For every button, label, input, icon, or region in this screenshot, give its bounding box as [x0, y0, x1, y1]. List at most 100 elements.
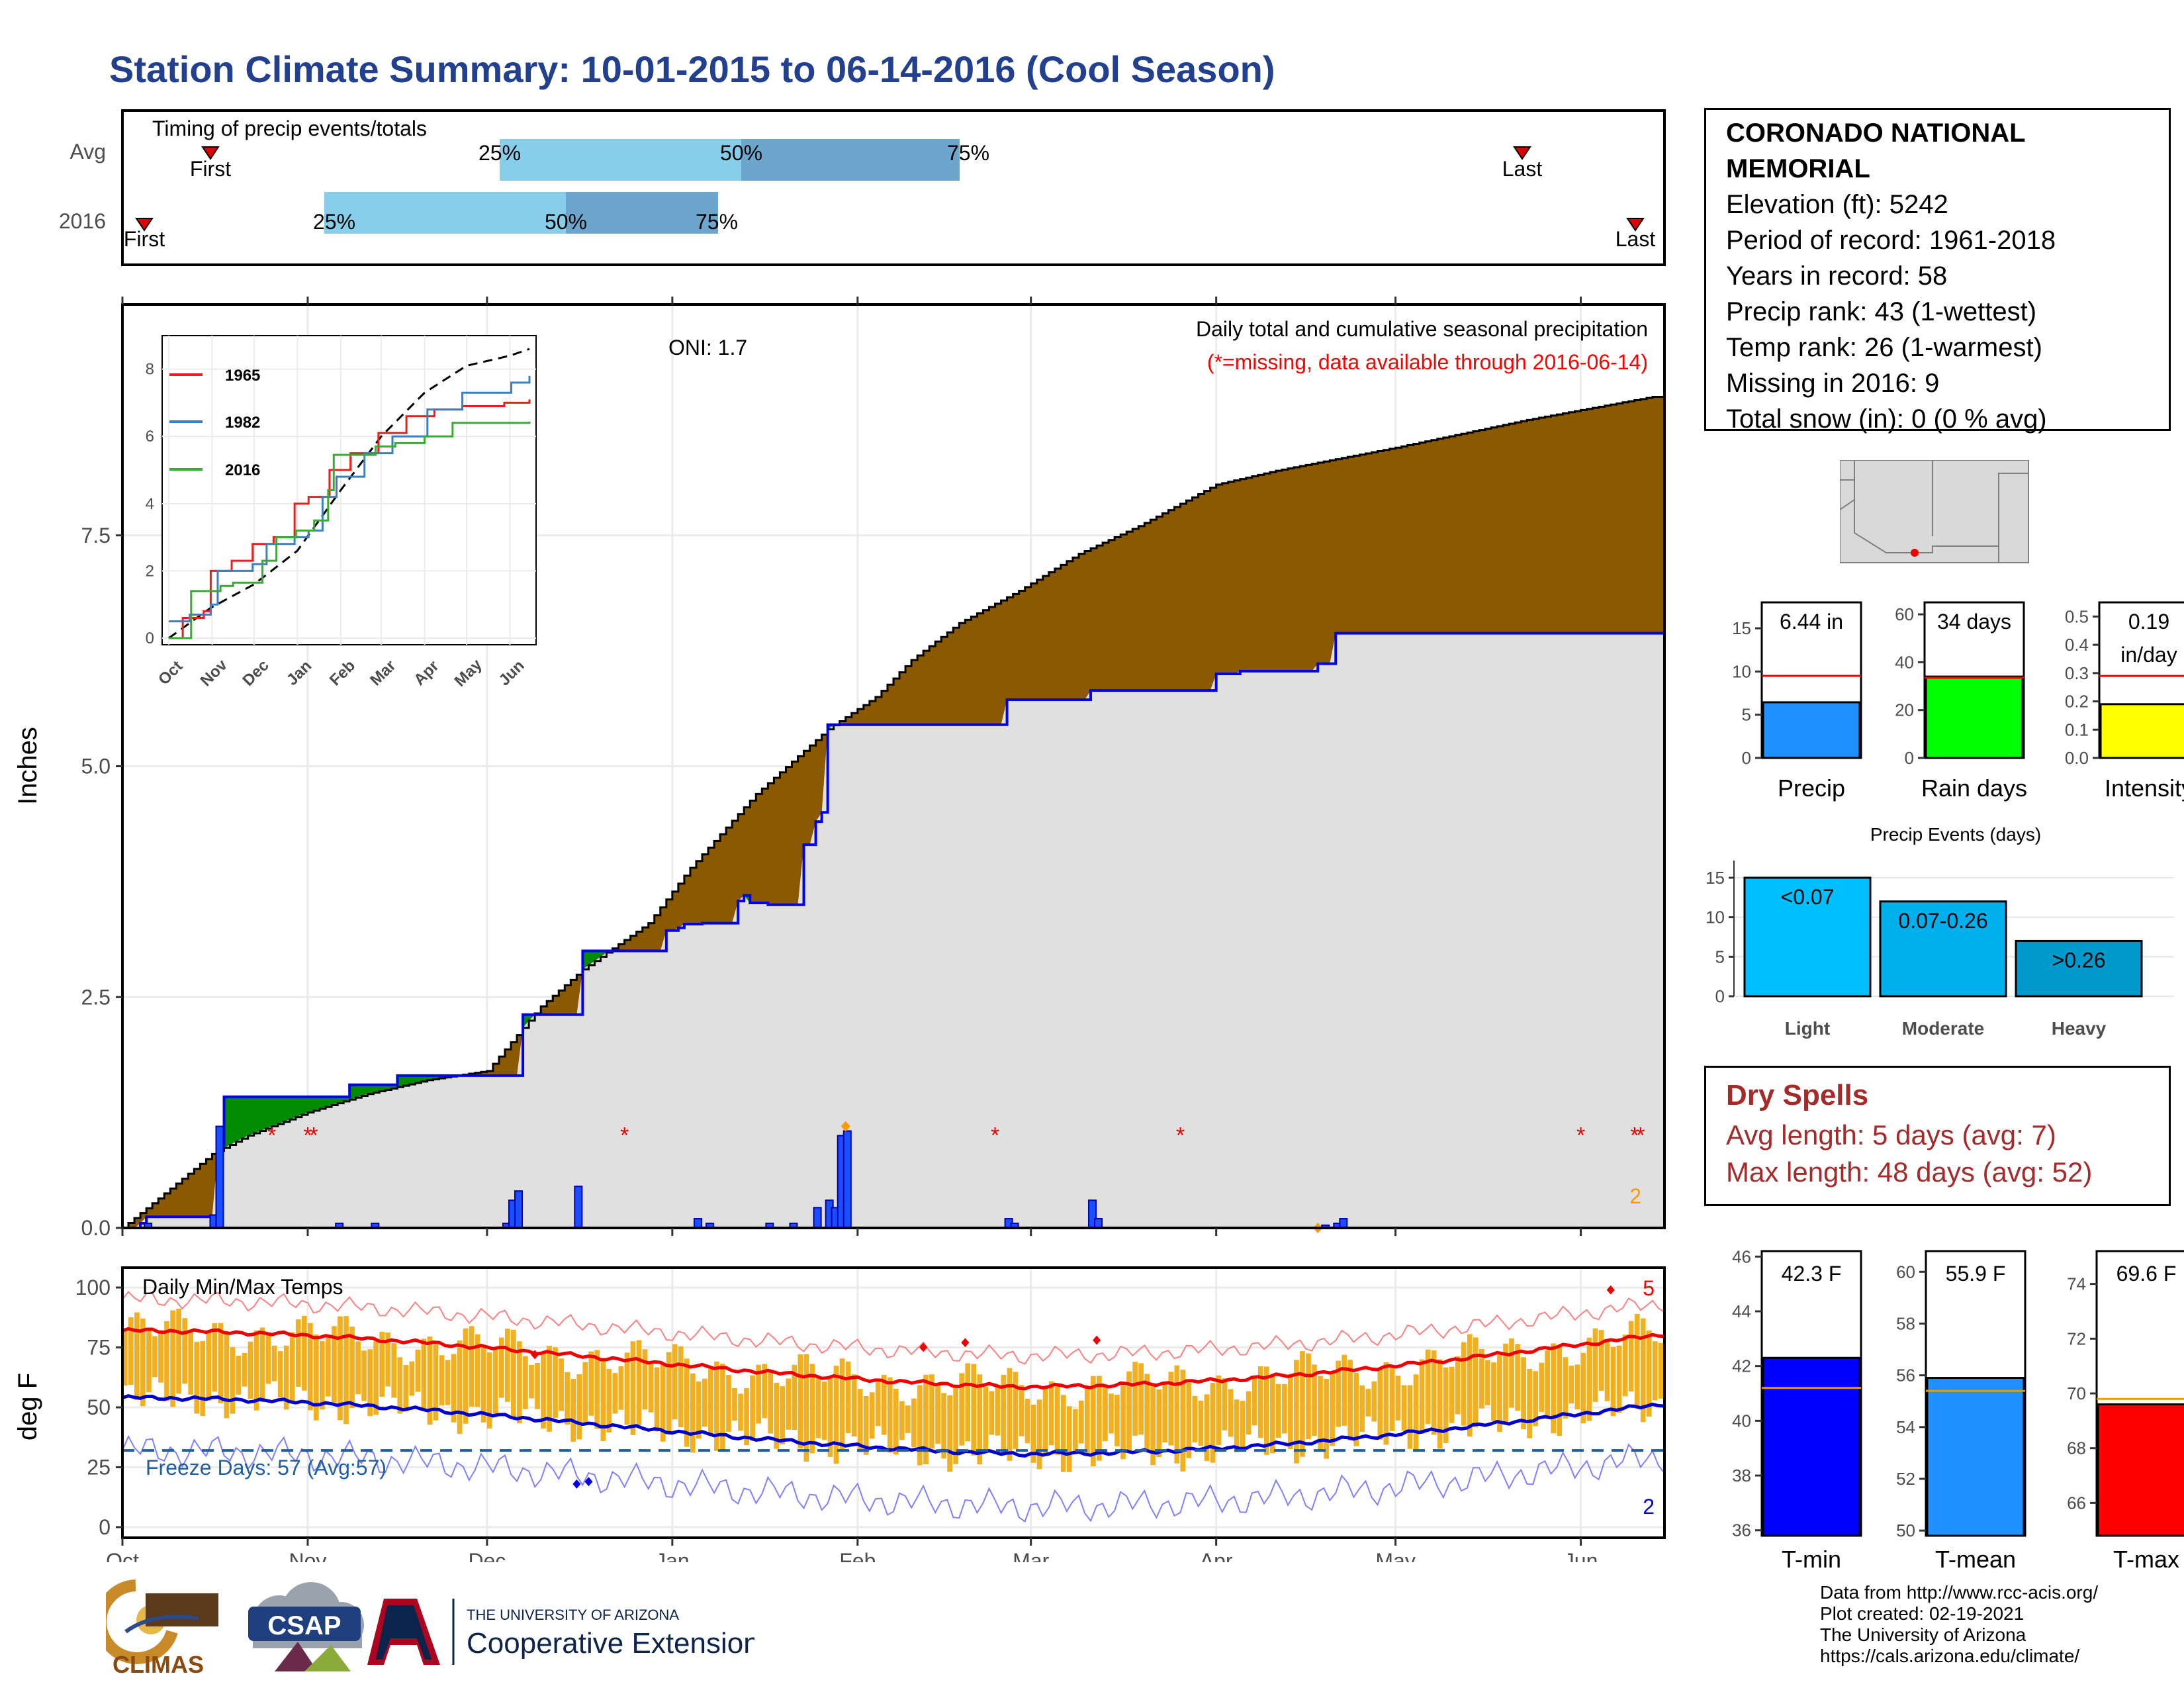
precip-main-panel: * ** * * * * ** 0.02.55.07.5 ONI: 1.7 Daily to… — [13, 297, 1666, 1240]
main-yaxis: 0.0 2.5 5.0 7.5 — [81, 524, 122, 1240]
dry-max-length: Max length: 48 days (avg: 52) — [1726, 1156, 2093, 1188]
record-max-line — [122, 1290, 1665, 1365]
svg-text:*: * — [991, 1123, 999, 1149]
events-cat-2: Heavy — [2052, 1018, 2107, 1039]
tbar-tick-2-4: 74 — [2067, 1274, 2086, 1294]
tbar-bar-2 — [2097, 1403, 2184, 1537]
tbar-label-0: T-min — [1782, 1546, 1841, 1573]
mini-bar-1 — [1925, 675, 2024, 759]
temp-ytick-1: 25 — [87, 1456, 111, 1479]
year-q1-bar — [324, 192, 566, 234]
dry-spells-box: Dry Spells Avg length: 5 days (avg: 7) M… — [1704, 1066, 2171, 1206]
tbar-tick-2-1: 68 — [2067, 1438, 2086, 1458]
station-name: CORONADO NATIONAL MEMORIAL — [1726, 118, 2025, 183]
credit-line-1: Data from http://www.rcc-acis.org/ — [1820, 1582, 2099, 1603]
temp-title: Daily Min/Max Temps — [142, 1275, 343, 1299]
mini-bar-2 — [2099, 703, 2184, 759]
svg-text:*: * — [1630, 1123, 1639, 1149]
main-ytick-2: 5.0 — [81, 755, 111, 778]
year-last-label: Last — [1615, 227, 1656, 251]
station-precip-rank: Precip rank: 43 (1-wettest) — [1726, 297, 2037, 326]
timing-frame — [121, 109, 1666, 266]
station-info-box: CORONADO NATIONAL MEMORIAL Elevation (ft… — [1704, 108, 2171, 434]
tbar-bar-0 — [1762, 1356, 1861, 1537]
precip-events-chart: Precip Events (days) 0 5 10 15 <0.07 Light 0.07… — [1706, 824, 2174, 1039]
mini-tick-0-1: 5 — [1742, 705, 1751, 725]
climas-logo: CLIMAS — [106, 1579, 218, 1678]
ua-top-text: THE UNIVERSITY OF ARIZONA — [467, 1607, 679, 1623]
csap-wordmark: CSAP — [267, 1611, 341, 1640]
ua-logo: THE UNIVERSITY OF ARIZONA Cooperative Ex… — [367, 1599, 754, 1665]
hi-record-count: 5 — [1643, 1276, 1655, 1300]
tbar-tick-0-3: 42 — [1732, 1356, 1751, 1376]
temp-xaxis: Oct Nov Dec Jan Feb Mar Apr May Jun — [106, 1538, 1598, 1562]
month-label-8: Jun — [1564, 1549, 1598, 1562]
main-ytick-3: 7.5 — [81, 524, 111, 547]
year-last-marker — [1626, 218, 1645, 232]
events-bar-2 — [2015, 939, 2143, 998]
events-tick-2: 10 — [1706, 908, 1725, 927]
month-label-0: Oct — [106, 1549, 139, 1562]
month-label-6: Apr — [1200, 1549, 1233, 1562]
tbar-value-1: 55.9 F — [1946, 1262, 2006, 1286]
mini-tick-2-5: 0.5 — [2065, 606, 2089, 626]
mini-tick-1-0: 0 — [1905, 748, 1914, 768]
tbar-tick-1-1: 52 — [1896, 1469, 1915, 1489]
station-snow: Total snow (in): 0 (0 % avg) — [1726, 404, 2047, 434]
tbar-value-0: 42.3 F — [1782, 1262, 1842, 1286]
tbar-tick-1-0: 50 — [1896, 1521, 1915, 1540]
year-cumulative-line — [122, 632, 1664, 1229]
tbar-value-2: 69.6 F — [2116, 1262, 2177, 1286]
mini-bar-0 — [1762, 701, 1861, 759]
legend-2016-label: 2016 — [225, 461, 260, 479]
svg-text:*: * — [309, 1123, 318, 1149]
temp-ylabel: deg F — [13, 1373, 42, 1440]
temp-frame — [121, 1266, 1666, 1539]
mini-tick-2-4: 0.4 — [2065, 635, 2089, 655]
mini-value-2a: 0.19 — [2128, 610, 2169, 633]
month-label-5: Mar — [1013, 1549, 1049, 1562]
events-title: Precip Events (days) — [1870, 824, 2041, 845]
events-tick-1: 5 — [1715, 947, 1725, 966]
mini-label-2: Intensity — [2105, 774, 2184, 802]
mini-tick-2-0: 0.0 — [2065, 748, 2089, 768]
tbar-tick-2-2: 70 — [2067, 1383, 2086, 1403]
avg-first-label: First — [190, 157, 231, 181]
tbar-tick-0-2: 40 — [1732, 1411, 1751, 1430]
month-label-2: Dec — [468, 1549, 506, 1562]
summary-bar-charts: 0 5 10 15 6.44 in Precip 0 20 40 60 34 days Rain da… — [1732, 601, 2184, 802]
svg-text:*: * — [267, 1123, 276, 1149]
avg-last-label: Last — [1502, 157, 1543, 181]
ua-bottom-text: Cooperative Extension — [467, 1627, 754, 1660]
dry-spells-title: Dry Spells — [1726, 1079, 1869, 1111]
record-min-line — [122, 1434, 1665, 1523]
temp-ytick-4: 100 — [75, 1276, 111, 1299]
avg-q1-bar — [500, 139, 741, 181]
temp-summary-bars: 36 38 40 42 44 46 42.3 F T-min 50 52 54 56 58 60 55.9 … — [1732, 1246, 2184, 1573]
inset-ytick-1: 2 — [146, 562, 154, 580]
events-tick-3: 15 — [1706, 868, 1725, 888]
tbar-tick-2-0: 66 — [2067, 1493, 2086, 1513]
events-tick-0: 0 — [1715, 986, 1725, 1006]
credit-line-4: https://cals.arizona.edu/climate/ — [1820, 1646, 2080, 1666]
month-label-7: May — [1375, 1549, 1415, 1562]
svg-text:*: * — [1176, 1123, 1185, 1149]
credits: Data from http://www.rcc-acis.org/ Plot … — [1820, 1582, 2098, 1667]
year-p75-label: 75% — [696, 210, 738, 234]
daily-temp-bars — [122, 1309, 1664, 1472]
mini-tick-1-2: 40 — [1895, 652, 1914, 672]
temp-yaxis: 0 25 50 75 100 — [75, 1276, 122, 1539]
svg-text:*: * — [620, 1123, 629, 1149]
inset-avg-line — [168, 348, 530, 639]
csap-logo: CSAP — [248, 1582, 364, 1671]
svg-text:*: * — [1576, 1123, 1585, 1149]
events-cat-0: Light — [1785, 1018, 1830, 1039]
main-xticks — [121, 297, 1582, 1236]
avg-row-label: Avg — [69, 140, 106, 164]
inset-ytick-0: 0 — [146, 630, 154, 647]
temp-ytick-3: 75 — [87, 1336, 111, 1360]
avg-last-marker — [1513, 146, 1531, 160]
mini-label-1: Rain days — [1921, 774, 2027, 802]
inset-1982-line — [169, 375, 531, 623]
